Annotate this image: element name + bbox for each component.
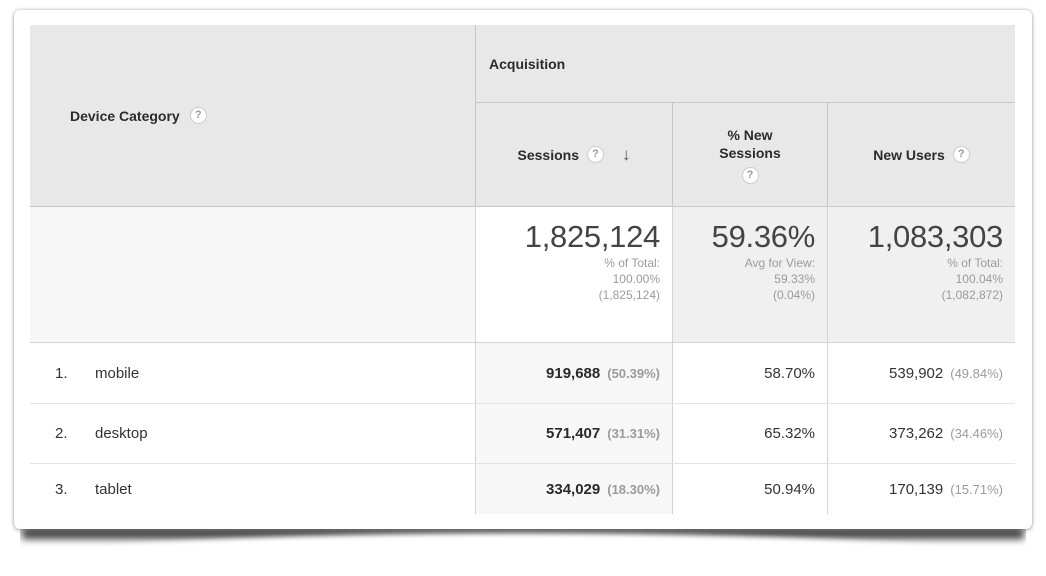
- help-icon[interactable]: ?: [586, 146, 604, 163]
- new-users-share: (15.71%): [950, 481, 1003, 497]
- new-users-cell: 373,262 (34.46%): [827, 403, 1015, 463]
- row-category-link[interactable]: tablet: [95, 480, 132, 498]
- table-row-dimension: 1. mobile: [30, 342, 475, 403]
- row-rank: 1.: [55, 364, 68, 382]
- sessions-share: (18.30%): [607, 481, 660, 497]
- percent-new-sessions-cell: 65.32%: [672, 403, 827, 463]
- device-category-table: Device Category ? Acquisition Sessions ?…: [30, 25, 1015, 514]
- new-users-value: 539,902: [889, 364, 944, 382]
- summary-dimension-cell: [30, 206, 475, 342]
- sessions-header-label: Sessions: [517, 146, 579, 163]
- summary-new-sessions-cell: 59.36% Avg for View: 59.33% (0.04%): [672, 206, 827, 342]
- help-icon[interactable]: ?: [741, 166, 759, 184]
- new-users-column-header[interactable]: New Users ?: [827, 103, 1015, 206]
- new-users-share: (49.84%): [950, 365, 1003, 381]
- sessions-cell: 919,688 (50.39%): [475, 342, 672, 403]
- summary-sessions-note-pct: 100.00%: [612, 272, 660, 286]
- table-row-dimension: 2. desktop: [30, 403, 475, 463]
- new-users-value: 170,139: [889, 480, 944, 498]
- sessions-value: 919,688: [546, 364, 601, 382]
- device-category-header-label: Device Category: [70, 107, 180, 124]
- sort-descending-icon[interactable]: ↓: [621, 144, 631, 164]
- summary-new-sessions-note-label: Avg for View:: [744, 256, 815, 270]
- row-rank: 3.: [55, 480, 68, 498]
- help-icon[interactable]: ?: [952, 146, 970, 163]
- percent-new-sessions-cell: 50.94%: [672, 463, 827, 514]
- percent-new-sessions-cell: 58.70%: [672, 342, 827, 403]
- sessions-share: (50.39%): [607, 365, 660, 381]
- acquisition-group-header: Acquisition: [475, 25, 1015, 103]
- row-rank: 2.: [55, 425, 68, 442]
- table-row-dimension: 3. tablet: [30, 463, 475, 514]
- summary-sessions-note-abs: (1,825,124): [598, 288, 660, 302]
- summary-new-sessions-value: 59.36%: [711, 219, 816, 254]
- new-users-cell: 539,902 (49.84%): [827, 342, 1015, 403]
- new-users-value: 373,262: [889, 425, 944, 442]
- sessions-value: 571,407: [546, 425, 601, 442]
- sessions-value: 334,029: [546, 480, 601, 498]
- row-category-link[interactable]: mobile: [95, 364, 140, 382]
- percent-new-sessions-column-header[interactable]: % New Sessions ?: [672, 103, 827, 206]
- summary-sessions-note-label: % of Total:: [604, 256, 660, 270]
- percent-new-sessions-value: 65.32%: [764, 425, 815, 442]
- sessions-cell: 334,029 (18.30%): [475, 463, 672, 514]
- sessions-cell: 571,407 (31.31%): [475, 403, 672, 463]
- summary-sessions-value: 1,825,124: [524, 219, 661, 254]
- new-users-cell: 170,139 (15.71%): [827, 463, 1015, 514]
- sessions-share: (31.31%): [607, 426, 660, 441]
- summary-new-users-value: 1,083,303: [867, 219, 1004, 254]
- acquisition-group-label: Acquisition: [489, 55, 566, 72]
- summary-sessions-cell: 1,825,124 % of Total: 100.00% (1,825,124…: [475, 206, 672, 342]
- summary-new-users-note-label: % of Total:: [947, 256, 1003, 270]
- new-users-header-label: New Users: [873, 146, 945, 163]
- device-category-column-header[interactable]: Device Category ?: [30, 25, 475, 206]
- percent-new-sessions-value: 58.70%: [764, 364, 815, 382]
- summary-new-sessions-note-abs: (0.04%): [772, 288, 815, 302]
- summary-new-sessions-note-pct: 59.33%: [774, 272, 815, 286]
- sessions-column-header[interactable]: Sessions ? ↓: [475, 103, 672, 206]
- row-category-link[interactable]: desktop: [95, 425, 148, 442]
- analytics-table-card: Device Category ? Acquisition Sessions ?…: [14, 10, 1032, 529]
- summary-new-users-cell: 1,083,303 % of Total: 100.04% (1,082,872…: [827, 206, 1015, 342]
- help-icon[interactable]: ?: [189, 107, 207, 124]
- summary-new-users-note-pct: 100.04%: [955, 272, 1003, 286]
- summary-new-users-note-abs: (1,082,872): [941, 288, 1003, 302]
- card-drop-shadow: [20, 528, 1026, 550]
- percent-new-sessions-header-label: % New Sessions: [719, 126, 781, 161]
- new-users-share: (34.46%): [950, 426, 1003, 441]
- percent-new-sessions-value: 50.94%: [764, 480, 815, 498]
